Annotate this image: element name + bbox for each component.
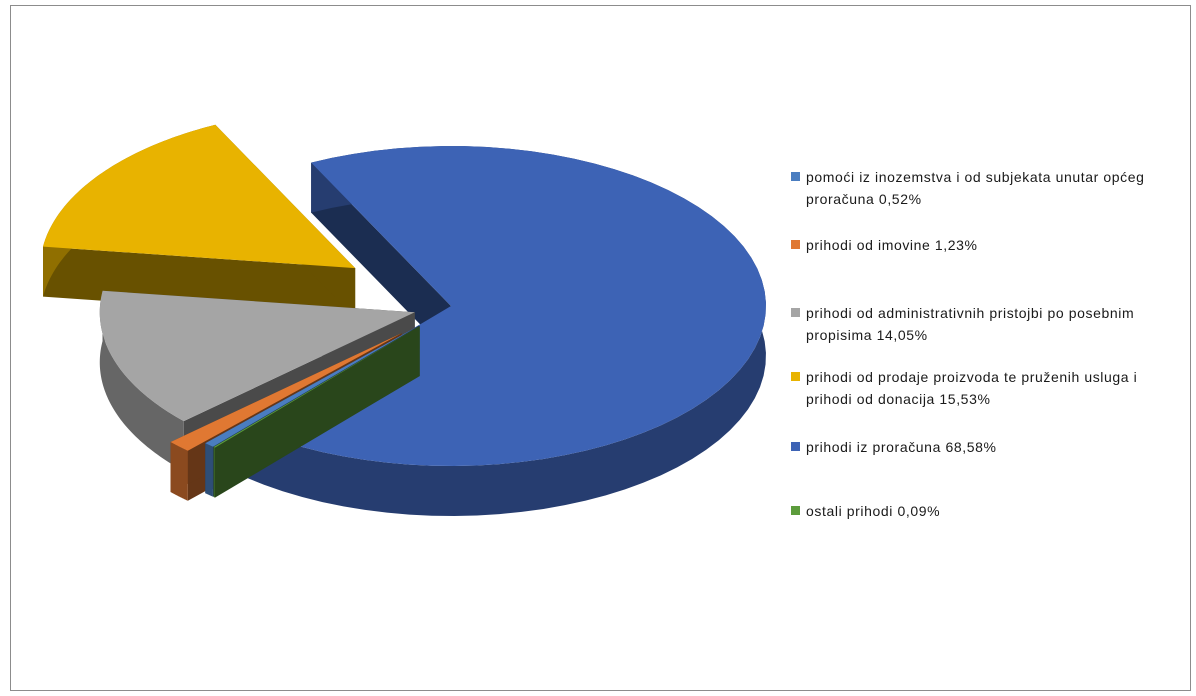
legend-label-ostali: ostali prihodi 0,09% (806, 503, 941, 519)
legend-swatch-imovine (791, 240, 800, 249)
pie-slice-5 (213, 326, 420, 498)
legend-swatch-pristojbi (791, 308, 800, 317)
pie-slice-3 (43, 124, 356, 319)
legend-label-pomoci: pomoći iz inozemstva i od subjekata unut… (806, 169, 1145, 207)
chart-frame: pomoći iz inozemstva i od subjekata unut… (10, 5, 1191, 691)
legend-label-imovine: prihodi od imovine 1,23% (806, 237, 978, 253)
legend-swatch-pomoci (791, 172, 800, 181)
legend-item-prodaje: prihodi od prodaje proizvoda te pruženih… (791, 366, 1181, 410)
legend-swatch-prodaje (791, 372, 800, 381)
pie-chart (43, 124, 766, 516)
legend-item-proracuna: prihodi iz proračuna 68,58% (791, 436, 1181, 458)
legend-item-pomoci: pomoći iz inozemstva i od subjekata unut… (791, 166, 1181, 210)
legend-label-proracuna: prihodi iz proračuna 68,58% (806, 439, 997, 455)
legend-swatch-proracuna (791, 442, 800, 451)
legend-item-imovine: prihodi od imovine 1,23% (791, 234, 1181, 256)
legend-swatch-ostali (791, 506, 800, 515)
legend-item-ostali: ostali prihodi 0,09% (791, 500, 1181, 522)
legend-label-pristojbi: prihodi od administrativnih pristojbi po… (806, 305, 1135, 343)
legend-label-prodaje: prihodi od prodaje proizvoda te pruženih… (806, 369, 1138, 407)
legend-item-pristojbi: prihodi od administrativnih pristojbi po… (791, 302, 1181, 346)
